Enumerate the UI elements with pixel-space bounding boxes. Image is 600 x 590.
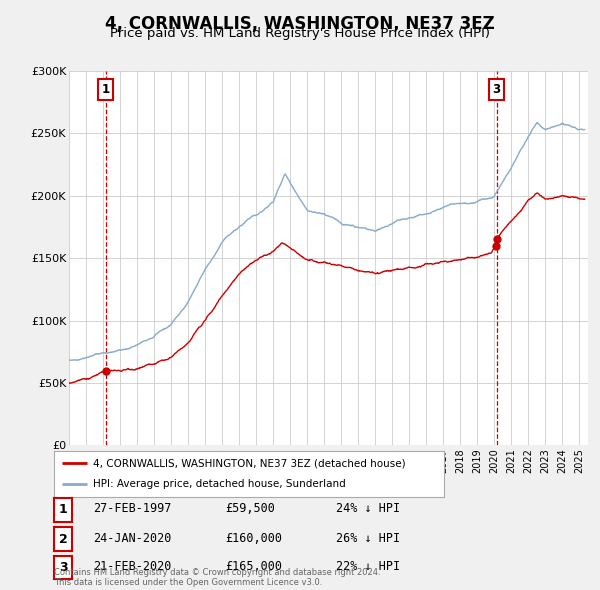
Text: 1: 1 [59, 503, 67, 516]
Text: 21-FEB-2020: 21-FEB-2020 [93, 560, 172, 573]
Text: 1: 1 [101, 83, 110, 96]
Text: 26% ↓ HPI: 26% ↓ HPI [336, 532, 400, 545]
Text: 24-JAN-2020: 24-JAN-2020 [93, 532, 172, 545]
Text: £160,000: £160,000 [225, 532, 282, 545]
Text: 3: 3 [493, 83, 500, 96]
Text: 27-FEB-1997: 27-FEB-1997 [93, 502, 172, 515]
Text: 3: 3 [59, 561, 67, 574]
Text: 24% ↓ HPI: 24% ↓ HPI [336, 502, 400, 515]
Text: 4, CORNWALLIS, WASHINGTON, NE37 3EZ (detached house): 4, CORNWALLIS, WASHINGTON, NE37 3EZ (det… [93, 458, 406, 468]
Text: Contains HM Land Registry data © Crown copyright and database right 2024.
This d: Contains HM Land Registry data © Crown c… [54, 568, 380, 587]
Text: Price paid vs. HM Land Registry's House Price Index (HPI): Price paid vs. HM Land Registry's House … [110, 27, 490, 40]
Text: £59,500: £59,500 [225, 502, 275, 515]
Text: £165,000: £165,000 [225, 560, 282, 573]
Text: 22% ↓ HPI: 22% ↓ HPI [336, 560, 400, 573]
Text: 4, CORNWALLIS, WASHINGTON, NE37 3EZ: 4, CORNWALLIS, WASHINGTON, NE37 3EZ [105, 15, 495, 33]
Text: HPI: Average price, detached house, Sunderland: HPI: Average price, detached house, Sund… [93, 479, 346, 489]
Text: 2: 2 [59, 533, 67, 546]
